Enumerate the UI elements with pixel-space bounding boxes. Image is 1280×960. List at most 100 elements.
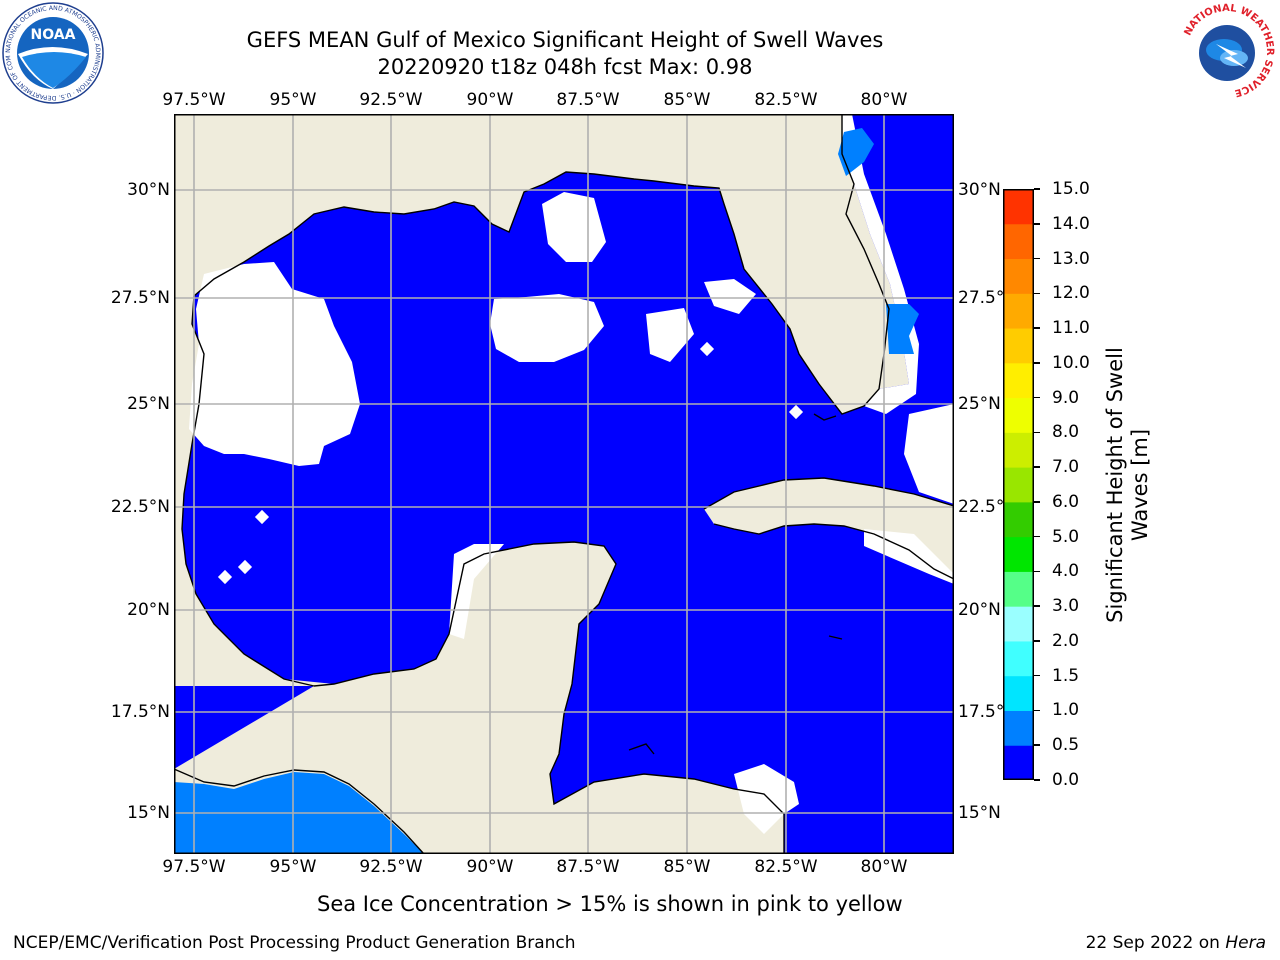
colorbar-tick-mark xyxy=(1034,605,1040,607)
lon-label-top: 82.5°W xyxy=(754,90,818,110)
lat-label-right: 17.5°N xyxy=(958,702,1018,722)
colorbar-tick-mark xyxy=(1034,396,1040,399)
colorbar-segment xyxy=(1003,293,1034,329)
colorbar-tick-label: 15.0 xyxy=(1052,179,1090,199)
colorbar-tick-label: 4.0 xyxy=(1052,561,1080,582)
nodata-dot-1 xyxy=(254,509,270,525)
colorbar-tick-mark xyxy=(1034,292,1040,295)
colorbar-tick-label: 2.0 xyxy=(1052,630,1080,651)
lat-label-right: 25°N xyxy=(958,394,1001,414)
lon-label-bottom: 97.5°W xyxy=(162,857,226,877)
lat-label-left: 25°N xyxy=(127,394,170,414)
lat-label-left: 22.5°N xyxy=(110,497,170,517)
colorbar-segment xyxy=(1003,640,1034,677)
colorbar-segment xyxy=(1003,223,1034,260)
colorbar-segment xyxy=(1003,362,1034,399)
colorbar-tick-label: 3.0 xyxy=(1052,596,1080,617)
nodata-dot-3 xyxy=(237,559,253,575)
colorbar-tick-mark xyxy=(1034,640,1040,642)
lon-label-bottom: 90°W xyxy=(466,857,514,877)
colorbar-tick-mark xyxy=(1034,744,1040,746)
nodata-central-gulf xyxy=(490,294,604,362)
lon-label-bottom: 82.5°W xyxy=(754,857,818,877)
colorbar-tick-mark xyxy=(1034,362,1040,364)
colorbar-tick-mark xyxy=(1034,327,1040,329)
colorbar-tick-mark xyxy=(1034,674,1040,677)
colorbar-segment xyxy=(1003,397,1034,433)
footer-date-text: 22 Sep 2022 on xyxy=(1085,933,1226,953)
map-panel xyxy=(173,114,955,855)
noaa-logo: NATIONAL OCEANIC AND ATMOSPHERIC ADMINIS… xyxy=(0,0,104,104)
colorbar-segment xyxy=(1003,328,1034,364)
nodata-belize xyxy=(734,764,799,834)
nodata-dot-5 xyxy=(699,341,715,357)
lat-label-right: 27.5°N xyxy=(958,288,1018,308)
colorbar-tick-mark xyxy=(1034,535,1040,538)
colorbar-tick-mark xyxy=(1034,431,1040,434)
svg-text:NOAA: NOAA xyxy=(31,27,76,43)
lon-label-bottom: 92.5°W xyxy=(359,857,423,877)
nodata-dot-2 xyxy=(217,569,233,585)
colorbar-tick-mark xyxy=(1034,466,1040,468)
nodata-texas-shelf xyxy=(189,262,360,466)
land-cuba xyxy=(704,478,954,579)
colorbar-tick-label: 10.0 xyxy=(1052,352,1090,373)
lon-label-bottom: 95°W xyxy=(269,857,317,877)
lat-label-left: 20°N xyxy=(127,600,170,620)
colorbar-tick-mark xyxy=(1034,257,1040,260)
lat-label-right: 15°N xyxy=(958,803,1001,823)
colorbar-tick-label: 6.0 xyxy=(1052,491,1080,512)
colorbar-label-line1: Significant Height of Swell xyxy=(1103,347,1127,623)
colorbar-tick-label: 8.0 xyxy=(1052,422,1080,443)
lat-label-left: 15°N xyxy=(127,803,170,823)
colorbar-tick-label: 0.0 xyxy=(1052,770,1080,790)
chart-title-line2: 20220920 t18z 048h fcst Max: 0.98 xyxy=(377,55,753,79)
colorbar-tick-label: 14.0 xyxy=(1052,213,1090,234)
lon-label-top: 85°W xyxy=(663,90,711,110)
lat-label-left: 27.5°N xyxy=(110,288,170,308)
nodata-atlantic-coast xyxy=(842,114,919,414)
colorbar-tick-mark xyxy=(1034,709,1040,712)
nodata-cuba-south xyxy=(864,529,954,584)
colorbar-tick-label: 11.0 xyxy=(1052,318,1090,339)
chart-title-line1: GEFS MEAN Gulf of Mexico Significant Hei… xyxy=(246,28,884,52)
colorbar-border xyxy=(1003,189,1034,780)
colorbar-segment xyxy=(1003,536,1034,572)
nodata-mississippi-shelf xyxy=(542,192,606,262)
colorbar-tick-mark xyxy=(1034,223,1040,225)
colorbar-segment xyxy=(1003,189,1034,225)
colorbar-segment xyxy=(1003,606,1034,642)
lon-label-top: 97.5°W xyxy=(162,90,226,110)
footer-date: 22 Sep 2022 on Hera xyxy=(1086,933,1266,953)
footer-branch: NCEP/EMC/Verification Post Processing Pr… xyxy=(13,933,576,953)
colorbar-tick-label: 7.0 xyxy=(1052,457,1080,478)
nodata-bahamas xyxy=(904,404,954,504)
lat-label-right: 30°N xyxy=(958,180,1001,200)
lon-label-top: 90°W xyxy=(466,90,514,110)
lat-label-right: 22.5°N xyxy=(958,497,1018,517)
colorbar-segment xyxy=(1003,675,1034,711)
colorbar-tick-label: 1.5 xyxy=(1052,665,1080,686)
colorbar-segment xyxy=(1003,432,1034,468)
lon-label-top: 80°W xyxy=(860,90,908,110)
colorbar-segment xyxy=(1003,258,1034,294)
graticule xyxy=(174,114,954,854)
lat-label-left: 30°N xyxy=(127,180,170,200)
colorbar-tick-mark xyxy=(1034,501,1040,503)
lon-label-top: 87.5°W xyxy=(556,90,620,110)
swell-patch-north xyxy=(838,128,874,176)
colorbar-tick-label: 12.0 xyxy=(1052,283,1090,304)
lon-label-bottom: 80°W xyxy=(860,857,908,877)
nodata-dot-4 xyxy=(788,404,804,420)
lat-label-right: 20°N xyxy=(958,600,1001,620)
colorbar-tick-label: 5.0 xyxy=(1052,526,1080,547)
footer-host: Hera xyxy=(1225,933,1266,953)
coastlines xyxy=(173,114,955,855)
colorbar-label: Significant Height of Swell Waves [m] xyxy=(1103,275,1153,695)
colorbar xyxy=(1003,189,1034,781)
colorbar-tick-label: 1.0 xyxy=(1052,700,1080,721)
colorbar-label-line2: Waves [m] xyxy=(1128,428,1152,542)
colorbar-segment xyxy=(1003,467,1034,503)
lon-label-top: 92.5°W xyxy=(359,90,423,110)
nodata-east-gulf-a xyxy=(646,308,694,362)
